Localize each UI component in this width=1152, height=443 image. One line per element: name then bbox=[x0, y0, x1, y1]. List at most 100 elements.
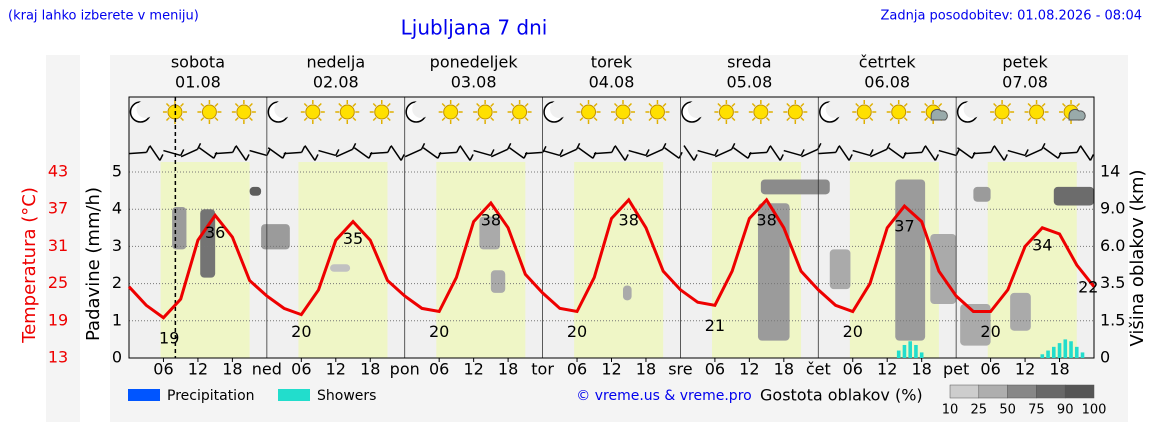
cloud-scale-label: Gostota oblakov (%) bbox=[760, 386, 923, 405]
x-tick-label: čet bbox=[806, 360, 831, 379]
wind-barb bbox=[163, 149, 181, 157]
wind-barb bbox=[769, 145, 781, 161]
wind-barb bbox=[593, 151, 612, 155]
scale-box bbox=[1036, 384, 1066, 399]
sun-ray bbox=[717, 102, 722, 107]
daylight bbox=[849, 162, 939, 358]
precip-bar bbox=[902, 344, 907, 358]
day-date: 07.08 bbox=[1002, 73, 1048, 92]
sun-ray bbox=[165, 102, 170, 107]
wind-barb bbox=[783, 149, 802, 157]
sun-ray bbox=[1041, 102, 1046, 107]
x-tick-label: pet bbox=[943, 360, 969, 379]
sun-ray bbox=[1076, 102, 1081, 107]
day-date: 04.08 bbox=[589, 73, 635, 92]
sun-icon bbox=[856, 104, 872, 120]
wind-barb bbox=[473, 149, 492, 157]
x-tick-label: 18 bbox=[498, 360, 518, 379]
sun-icon bbox=[787, 104, 803, 120]
moon-shadow bbox=[136, 100, 155, 118]
x-tick-label: 06 bbox=[291, 360, 311, 379]
storm-cloud bbox=[1068, 108, 1086, 121]
precip-bar bbox=[1040, 354, 1045, 358]
scale-label: 10 bbox=[942, 403, 959, 418]
scale-box bbox=[949, 384, 980, 399]
day-date: 03.08 bbox=[451, 73, 497, 92]
legend-swatch bbox=[128, 389, 160, 401]
wind-barb-tick bbox=[800, 149, 805, 156]
wind-barb bbox=[614, 145, 626, 161]
wind-barb bbox=[993, 145, 1005, 161]
sun-ray bbox=[731, 117, 736, 122]
wind-barb-tick bbox=[469, 154, 474, 161]
wind-barb bbox=[972, 151, 992, 155]
sun-ray bbox=[751, 102, 756, 107]
wind-barb bbox=[490, 148, 508, 158]
sun-ray bbox=[765, 117, 770, 122]
wind-barb-tick bbox=[731, 142, 736, 150]
wind-barb-tick bbox=[335, 149, 340, 156]
cloud-cell bbox=[760, 179, 830, 195]
wind-barb-tick bbox=[611, 145, 616, 153]
wind-barb bbox=[318, 149, 337, 157]
temperature-value-label: 19 bbox=[159, 328, 179, 347]
sun-ray bbox=[510, 102, 515, 107]
sun-icon bbox=[1029, 104, 1045, 120]
temperature-tick-label: 31 bbox=[48, 236, 68, 255]
sun-icon bbox=[891, 104, 907, 120]
wind-barb-tick bbox=[145, 145, 151, 153]
sun-ray bbox=[249, 102, 253, 107]
temperature-value-label: 36 bbox=[205, 223, 225, 242]
sun-ray bbox=[924, 117, 929, 122]
y-tick-label: 1 bbox=[112, 310, 122, 329]
sun-icon bbox=[339, 104, 355, 120]
sun-ray bbox=[490, 117, 495, 122]
wind-barb-tick bbox=[886, 142, 891, 150]
wind-barb-tick bbox=[624, 154, 629, 161]
wind-barb bbox=[1059, 151, 1078, 155]
cloud-cell bbox=[479, 216, 501, 250]
temperature-tick-label: 13 bbox=[48, 348, 68, 367]
precip-bar bbox=[896, 350, 901, 358]
sun-ray bbox=[352, 102, 357, 107]
wind-barb bbox=[817, 151, 836, 155]
sun-ray bbox=[234, 102, 239, 107]
wind-barb-tick bbox=[420, 142, 426, 150]
x-tick-label: 12 bbox=[188, 360, 208, 379]
cloud-cell bbox=[1053, 186, 1094, 206]
temperature-value-label: 22 bbox=[1078, 278, 1098, 297]
sun-ray bbox=[372, 102, 377, 107]
wind-barb bbox=[838, 145, 850, 161]
sun-ray bbox=[317, 117, 322, 122]
moon-shadow bbox=[825, 100, 844, 118]
x-tick-label: 06 bbox=[705, 360, 725, 379]
temperature-line bbox=[127, 197, 1096, 320]
wind-barb bbox=[1025, 148, 1043, 158]
precip-bar bbox=[1069, 341, 1073, 358]
x-tick-label: pon bbox=[390, 360, 420, 379]
sun-ray bbox=[800, 102, 805, 107]
wind-barb bbox=[715, 148, 733, 158]
sun-ray bbox=[303, 102, 308, 107]
temperature-value-label: 20 bbox=[980, 322, 1000, 341]
sun-ray bbox=[993, 117, 997, 122]
day-date: 06.08 bbox=[864, 73, 910, 92]
x-tick-label: 18 bbox=[222, 360, 242, 379]
sun-icon bbox=[753, 104, 769, 120]
wind-barb bbox=[353, 147, 370, 159]
sun-ray bbox=[1062, 102, 1066, 107]
scale-label: 25 bbox=[971, 403, 988, 418]
temperature-value-label: 20 bbox=[567, 322, 587, 341]
sun-ray bbox=[249, 117, 253, 122]
temperature-tick-label: 25 bbox=[48, 273, 68, 292]
wind-barb-tick bbox=[232, 145, 237, 153]
temperature-value-label: 38 bbox=[756, 211, 776, 230]
daylight bbox=[436, 162, 526, 358]
sun-ray bbox=[924, 102, 929, 107]
y2-tick-label: 14 bbox=[1100, 162, 1120, 181]
wind-barb-tick bbox=[990, 145, 995, 153]
sun-ray bbox=[628, 102, 633, 107]
cloud-cell bbox=[490, 270, 506, 293]
sun-ray bbox=[510, 117, 515, 122]
